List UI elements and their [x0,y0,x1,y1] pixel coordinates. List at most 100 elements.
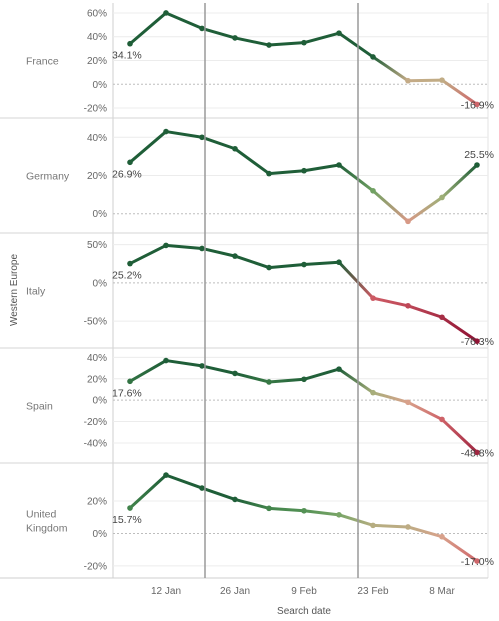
series-line-segment [164,243,204,250]
data-point [439,77,445,83]
y-tick-label: -50% [84,317,107,328]
series-line-segment [233,371,271,384]
series-line-segment [371,523,410,529]
series-line-segment [302,260,341,267]
y-tick-label: -20% [84,561,107,572]
panel-france: 60% 40% 20% 0% -20% France 34.1% -16.9% [26,8,494,114]
x-tick-label: 12 Jan [151,586,181,597]
y-tick-label: 50% [87,240,107,251]
last-value-label: -76.3% [461,336,494,348]
data-point [370,187,376,194]
y-tick-label: 60% [87,8,107,19]
group-label: Western Europe [9,254,20,327]
series-line-segment [440,315,479,343]
y-tick-label: 20% [87,171,107,182]
data-point [199,134,205,141]
data-point [199,25,205,32]
data-point [336,162,342,168]
series-line-segment [200,246,237,258]
series-line-segment [371,296,410,308]
series-line-segment [440,535,479,563]
series-line-segment [337,31,375,59]
y-tick-label: 0% [93,529,108,540]
last-value-label: -16.9% [461,99,494,111]
series-line-segment [267,263,306,270]
series-line-segment [406,304,444,319]
series-line-segment [233,497,271,510]
series-line-segment [337,260,375,300]
row-label: Kingdom [26,523,68,535]
y-tick-label: -20% [84,104,107,115]
data-point [163,472,169,478]
series-line-segment [128,11,168,46]
data-point [301,376,307,383]
series-line-segment [337,513,375,527]
data-point [266,170,272,177]
data-point [370,389,376,396]
y-tick-label: 40% [87,133,107,144]
data-point [266,264,272,271]
series-line-segment [233,254,271,270]
y-tick-label: -40% [84,438,107,449]
data-point [474,558,480,564]
y-tick-label: 40% [87,353,107,364]
row-label: Germany [26,171,70,183]
data-point [336,512,342,518]
series-line-segment [267,169,306,176]
data-point [163,242,169,249]
series-line-segment [164,11,204,30]
first-value-label: 34.1% [112,50,142,62]
data-point [474,449,480,456]
series-line-segment [267,377,306,384]
data-point [232,253,238,259]
series-line-segment [233,36,271,47]
series-line-segment [200,486,237,501]
series-line-segment [200,364,237,375]
series-line-segment [128,130,168,164]
series-line-segment [337,367,375,395]
data-point [163,357,169,364]
data-point [127,260,133,267]
x-tick-label: 26 Jan [220,586,250,597]
data-point [232,35,238,41]
data-point [474,162,480,168]
data-point [199,245,205,252]
first-value-label: 25.2% [112,270,142,282]
data-point [301,167,307,174]
data-point [439,194,445,201]
data-point [336,366,342,372]
data-point [439,533,445,540]
data-point [266,379,272,385]
data-point [232,370,238,377]
data-point [405,399,411,406]
series-line-segment [302,163,341,173]
x-axis-title: Search date [277,606,331,617]
data-point [127,378,133,385]
data-point [405,302,411,309]
series-line-segment [128,473,168,510]
data-point [232,145,238,152]
series-line-segment [200,26,237,40]
data-point [266,505,272,512]
series-line-segment [371,55,410,83]
series-line-segment [406,195,444,223]
series-line-segment [337,163,375,193]
data-point [336,259,342,266]
data-point [405,524,411,530]
series-line-segment [371,391,410,404]
series-line-segment [164,130,204,139]
data-point [266,42,272,48]
series-line-segment [267,41,306,47]
y-tick-label: 20% [87,374,107,385]
data-point [301,261,307,268]
row-label: Spain [26,401,53,413]
data-point [474,338,480,344]
series-line-segment [406,400,444,421]
last-value-label: -48.8% [461,447,494,459]
series-line-segment [128,243,168,266]
series-line-segment [164,359,204,368]
panel-spain: 40% 20% 0% -20% -40% Spain 17.6% -48.8% [0,347,494,459]
series-line-segment [440,417,479,454]
y-tick-label: 20% [87,497,107,508]
x-tick-label: 23 Feb [357,586,389,597]
